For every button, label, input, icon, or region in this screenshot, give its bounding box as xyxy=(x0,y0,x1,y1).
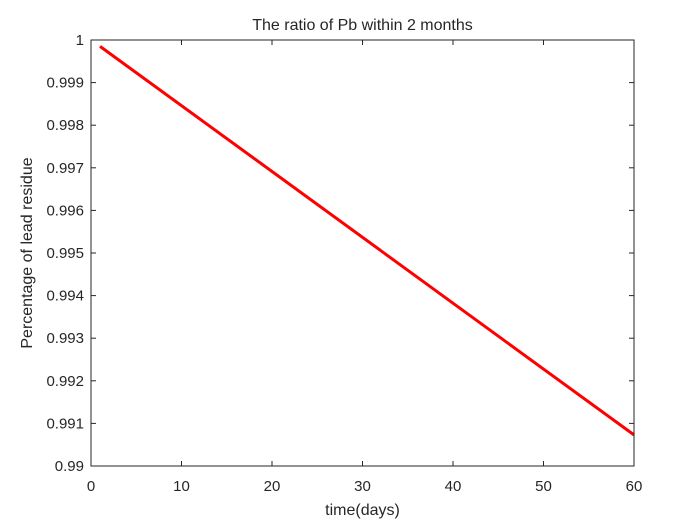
y-tick-label: 0.992 xyxy=(46,373,84,390)
x-tick-label: 10 xyxy=(173,478,190,495)
x-tick-label: 20 xyxy=(264,478,281,495)
x-tick-label: 30 xyxy=(354,478,371,495)
x-tick-label: 50 xyxy=(535,478,552,495)
y-tick-label: 0.993 xyxy=(46,330,84,347)
y-tick-label: 0.994 xyxy=(46,288,84,305)
y-tick-label: 0.999 xyxy=(46,75,84,92)
y-tick-label: 1 xyxy=(76,32,84,49)
y-tick-label: 0.998 xyxy=(46,117,84,134)
y-tick-label: 0.997 xyxy=(46,160,84,177)
chart-title: The ratio of Pb within 2 months xyxy=(252,17,473,34)
x-tick-label: 60 xyxy=(626,478,643,495)
y-axis-title: Percentage of lead residue xyxy=(19,157,36,348)
x-tick-label: 0 xyxy=(87,478,95,495)
y-tick-label: 0.991 xyxy=(46,415,84,432)
y-tick-label: 0.996 xyxy=(46,202,84,219)
y-tick-label: 0.995 xyxy=(46,245,84,262)
series-line xyxy=(99,45,635,437)
x-axis-title: time(days) xyxy=(325,502,400,519)
y-tick-label: 0.99 xyxy=(55,458,84,475)
x-axis: 0 10 20 30 40 50 60 xyxy=(87,40,643,495)
x-tick-label: 40 xyxy=(445,478,462,495)
y-axis: 0.99 0.991 0.992 0.993 0.994 0.995 0.996 0.997 0… xyxy=(46,32,634,475)
series-layer xyxy=(99,45,635,437)
plot-frame xyxy=(90,39,635,467)
